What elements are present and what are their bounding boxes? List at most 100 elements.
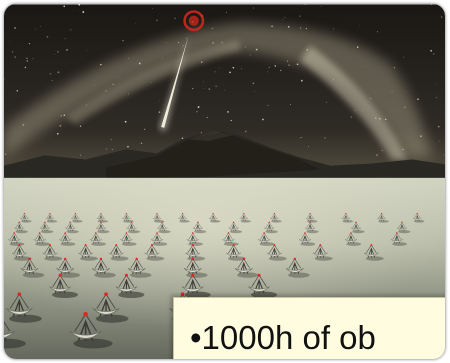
star [304, 4, 306, 6]
telescope-dish [95, 221, 110, 234]
telescope-dish [264, 221, 278, 234]
star [444, 4, 445, 6]
star [182, 45, 184, 47]
star [128, 93, 129, 95]
star [435, 82, 437, 84]
star [158, 111, 161, 113]
star [38, 138, 40, 140]
star [267, 71, 268, 73]
star [165, 42, 167, 44]
telescope-dish [126, 221, 141, 234]
telescope-dish [304, 221, 319, 234]
star [203, 88, 204, 89]
telescope-dish [248, 273, 278, 299]
star [229, 71, 231, 74]
star [300, 137, 302, 138]
telescope-dish [266, 244, 287, 261]
star [284, 17, 286, 19]
star [305, 27, 307, 30]
telescope-dish [11, 244, 32, 261]
telescope-dish [270, 212, 282, 223]
star [271, 25, 273, 28]
telescope-dish [144, 244, 165, 261]
star [151, 82, 152, 83]
star [51, 79, 53, 81]
telescope-dish [363, 244, 384, 261]
star [306, 48, 309, 51]
telescope-dish [39, 221, 54, 234]
star [70, 29, 72, 31]
telescope-dish [228, 221, 243, 234]
meteor-trail [161, 34, 189, 128]
telescope-dish [390, 232, 407, 246]
star [14, 27, 16, 29]
star [144, 128, 146, 130]
star [127, 146, 129, 148]
star [356, 46, 359, 48]
telescope-dish [185, 244, 206, 261]
telescope-dish [20, 212, 32, 223]
telescope-dish [56, 257, 81, 278]
star-field [4, 4, 445, 158]
star [406, 91, 407, 92]
star [191, 87, 194, 90]
star [138, 62, 141, 65]
cosmic-ray-shower [159, 10, 205, 131]
star [333, 79, 335, 81]
telescope-dish [350, 221, 365, 234]
telescope-dish [33, 232, 50, 246]
star [16, 89, 19, 92]
telescope-dish [157, 221, 171, 234]
star [208, 88, 211, 90]
star [296, 63, 299, 66]
star [290, 104, 292, 105]
star [196, 110, 198, 113]
star [115, 77, 116, 79]
star [262, 118, 264, 121]
illustration-frame: •1000h of ob [4, 4, 445, 359]
star [117, 76, 119, 78]
star [111, 149, 113, 151]
star [127, 57, 129, 59]
star [402, 148, 404, 151]
star [63, 5, 65, 8]
star [376, 154, 378, 156]
star [245, 46, 247, 48]
star [158, 100, 160, 102]
telescope-dish [396, 221, 411, 234]
star [182, 47, 184, 49]
star [221, 42, 223, 44]
caption-text: •1000h of ob [190, 319, 376, 356]
star [14, 56, 16, 58]
star [278, 62, 279, 64]
telescope-dish [92, 292, 129, 323]
star [420, 135, 422, 137]
star [161, 57, 163, 59]
telescope-dish [49, 273, 79, 299]
star [252, 82, 255, 85]
star [267, 104, 269, 107]
star [227, 111, 229, 113]
telescope-dish [96, 212, 109, 223]
star [87, 50, 89, 52]
telescope-dish [127, 257, 152, 278]
star [282, 19, 284, 20]
mountain-range [4, 130, 445, 183]
star [287, 25, 290, 28]
star [100, 63, 102, 66]
star [225, 11, 227, 13]
telescope-dish [78, 244, 98, 261]
star [54, 54, 56, 55]
star [46, 36, 49, 38]
star [324, 137, 326, 139]
star [40, 26, 42, 27]
star [140, 142, 143, 145]
star [214, 71, 216, 73]
star [255, 48, 258, 51]
star [433, 53, 435, 55]
star [375, 117, 377, 119]
telescope-dish [344, 232, 362, 246]
star [197, 106, 200, 108]
star [326, 101, 328, 103]
star [56, 132, 59, 135]
